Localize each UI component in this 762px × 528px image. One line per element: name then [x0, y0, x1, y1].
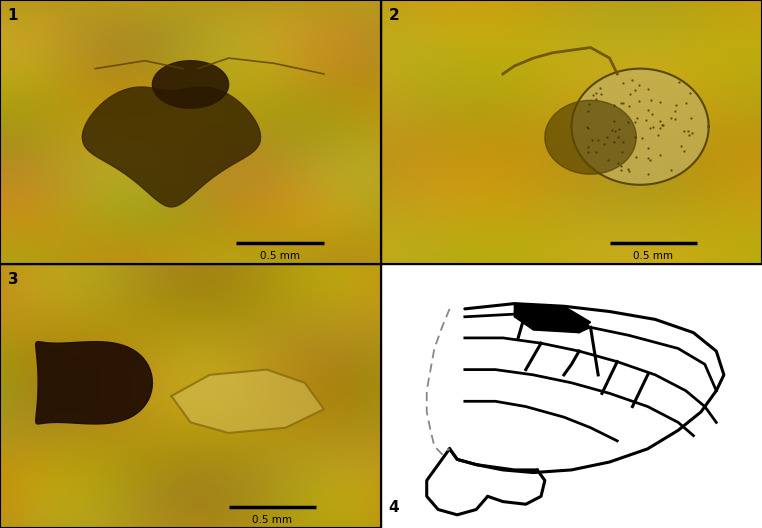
Text: 3: 3: [8, 272, 18, 287]
Text: 0.5 mm: 0.5 mm: [260, 251, 300, 261]
Polygon shape: [514, 312, 591, 333]
Polygon shape: [514, 304, 591, 333]
Text: 2: 2: [389, 8, 399, 23]
Text: 0.5 mm: 0.5 mm: [633, 251, 674, 261]
Polygon shape: [171, 370, 324, 433]
Polygon shape: [572, 69, 709, 185]
Polygon shape: [36, 342, 152, 424]
Text: 4: 4: [389, 500, 399, 515]
Text: 0.5 mm: 0.5 mm: [252, 515, 293, 525]
Text: 1: 1: [8, 8, 18, 23]
Polygon shape: [82, 87, 261, 207]
Polygon shape: [545, 100, 636, 174]
Polygon shape: [152, 61, 229, 108]
